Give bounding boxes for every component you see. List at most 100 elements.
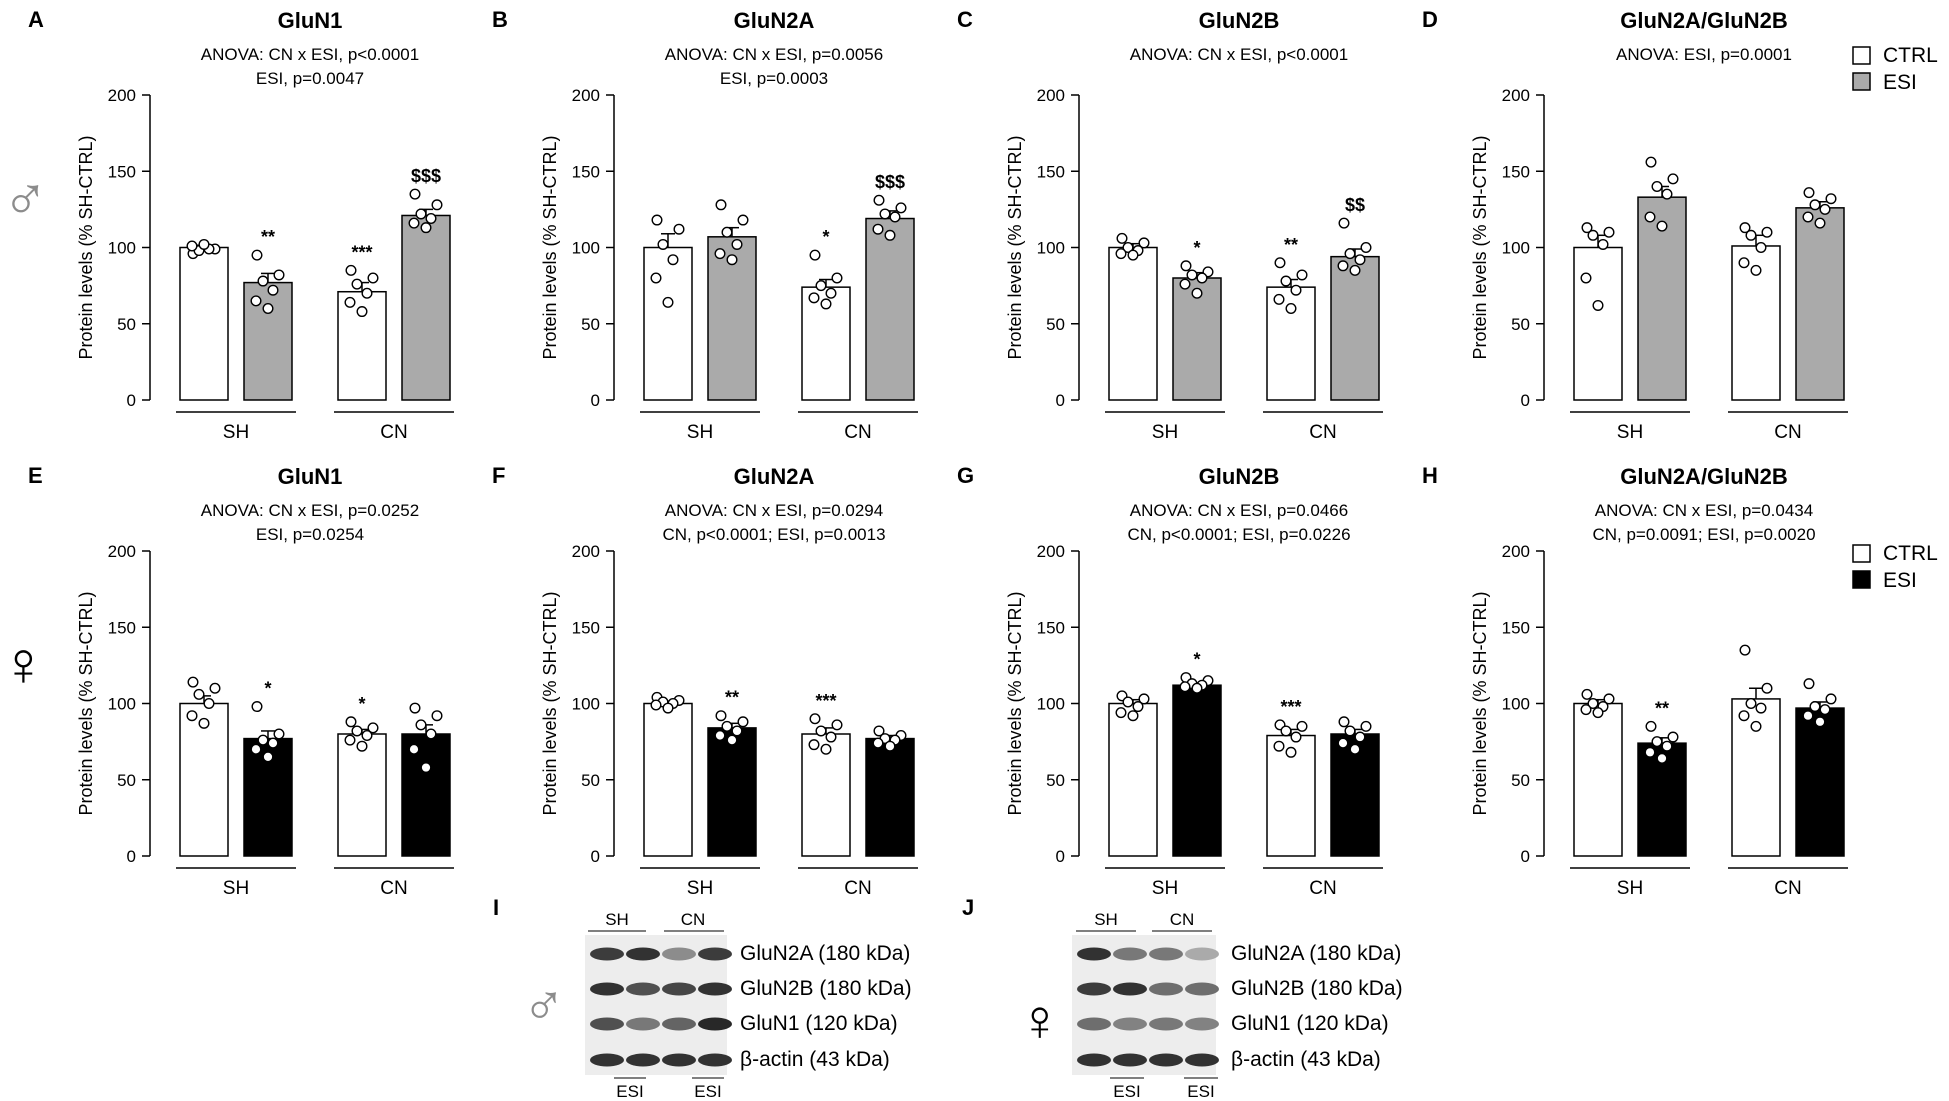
y-tick-label: 50 — [1511, 315, 1530, 334]
blot-band — [1149, 1017, 1183, 1031]
data-point — [831, 272, 843, 284]
data-point — [262, 303, 274, 315]
data-point — [1280, 725, 1292, 737]
bar — [1108, 702, 1158, 857]
data-point — [1116, 232, 1128, 244]
data-point — [872, 737, 884, 749]
y-tick-label: 0 — [127, 847, 136, 866]
anova-stats: CN, p=0.0091; ESI, p=0.0020 — [1592, 525, 1815, 544]
data-point — [1645, 156, 1657, 168]
data-point — [895, 202, 907, 214]
y-tick-label: 200 — [108, 542, 136, 561]
data-point — [667, 254, 679, 266]
data-point — [726, 254, 738, 266]
anova-stats: ANOVA: CN x ESI, p=0.0466 — [1130, 501, 1348, 520]
bar — [643, 702, 693, 857]
data-point — [1592, 707, 1604, 719]
data-point — [367, 272, 379, 284]
x-group-label: CN — [844, 878, 871, 899]
chart-title: GluN2A — [734, 464, 815, 489]
y-tick-label: 150 — [1502, 162, 1530, 181]
data-point — [1661, 188, 1673, 200]
data-point — [1274, 257, 1286, 269]
x-group-label: CN — [844, 422, 871, 443]
anova-stats: CN, p<0.0001; ESI, p=0.0013 — [662, 525, 885, 544]
blot-bands — [1077, 947, 1219, 1067]
data-point — [1344, 248, 1356, 260]
y-tick-label: 0 — [591, 847, 600, 866]
data-point — [1761, 226, 1773, 238]
data-point — [250, 295, 262, 307]
legend-esi-swatch — [1852, 570, 1871, 589]
y-tick-label: 100 — [572, 695, 600, 714]
data-point — [1179, 681, 1191, 693]
blot-band — [698, 982, 732, 996]
data-point — [673, 223, 685, 235]
x-group-label: CN — [1309, 422, 1336, 443]
data-point — [1115, 248, 1127, 260]
y-tick-label: 200 — [1502, 542, 1530, 561]
data-point — [815, 725, 827, 737]
data-point — [1360, 720, 1372, 732]
x-group-label: SH — [687, 422, 713, 443]
anova-stats: ANOVA: ESI, p=0.0001 — [1616, 45, 1792, 64]
blot-band — [626, 1053, 660, 1067]
data-point — [1337, 260, 1349, 272]
y-tick-label: 0 — [1056, 847, 1065, 866]
data-point — [1581, 222, 1593, 234]
data-point — [408, 217, 420, 229]
data-point — [1802, 710, 1814, 722]
y-axis-label: Protein levels (% SH-CTRL) — [76, 135, 96, 359]
panel-letter: B — [492, 7, 508, 32]
data-point — [1825, 193, 1837, 205]
data-point — [257, 275, 269, 287]
panel-letter: F — [492, 463, 505, 488]
legend-ctrl-swatch — [1852, 46, 1871, 65]
panel-letter: E — [28, 463, 43, 488]
data-point — [1132, 701, 1144, 713]
blot-band — [1077, 1053, 1111, 1067]
y-axis-label: Protein levels (% SH-CTRL) — [1005, 591, 1025, 815]
bar — [401, 733, 451, 857]
data-point — [1755, 241, 1767, 253]
y-axis-label: Protein levels (% SH-CTRL) — [540, 135, 560, 359]
blot-group-label-cn: CN — [1170, 910, 1195, 929]
anova-stats: ANOVA: CN x ESI, p=0.0252 — [201, 501, 419, 520]
data-point — [1290, 284, 1302, 296]
data-point — [1337, 737, 1349, 749]
panel-letter: A — [28, 7, 44, 32]
data-point — [267, 284, 279, 296]
data-point — [1122, 241, 1134, 253]
data-point — [809, 713, 821, 725]
data-point — [662, 702, 674, 714]
bar — [865, 217, 915, 401]
data-point — [721, 720, 733, 732]
data-point — [251, 701, 263, 713]
data-point — [1587, 698, 1599, 710]
data-point — [1290, 731, 1302, 743]
blot-band-label: GluN2A (180 kDa) — [740, 942, 910, 965]
data-point — [889, 211, 901, 223]
data-point — [1338, 716, 1350, 728]
blot-band — [626, 1017, 660, 1031]
data-point — [1603, 226, 1615, 238]
blot-panel-j: J SH CN GluN2A (180 kDa) GluN2B (180 kDa… — [962, 895, 1403, 1101]
data-point — [1819, 704, 1831, 716]
data-point — [1127, 249, 1139, 261]
blot-band — [1113, 1017, 1147, 1031]
anova-stats: ANOVA: CN x ESI, p<0.0001 — [1130, 45, 1348, 64]
y-tick-label: 50 — [117, 315, 136, 334]
panel-letter: G — [957, 463, 974, 488]
data-point — [825, 287, 837, 299]
anova-stats: ESI, p=0.0254 — [256, 525, 364, 544]
data-point — [731, 238, 743, 250]
x-group-label: CN — [380, 878, 407, 899]
anova-stats: ESI, p=0.0047 — [256, 69, 364, 88]
data-point — [1338, 217, 1350, 229]
data-point — [1667, 731, 1679, 743]
legend-esi-label: ESI — [1883, 569, 1917, 592]
data-point — [1180, 260, 1192, 272]
y-tick-label: 100 — [1037, 239, 1065, 258]
significance-marker: *** — [351, 242, 372, 262]
